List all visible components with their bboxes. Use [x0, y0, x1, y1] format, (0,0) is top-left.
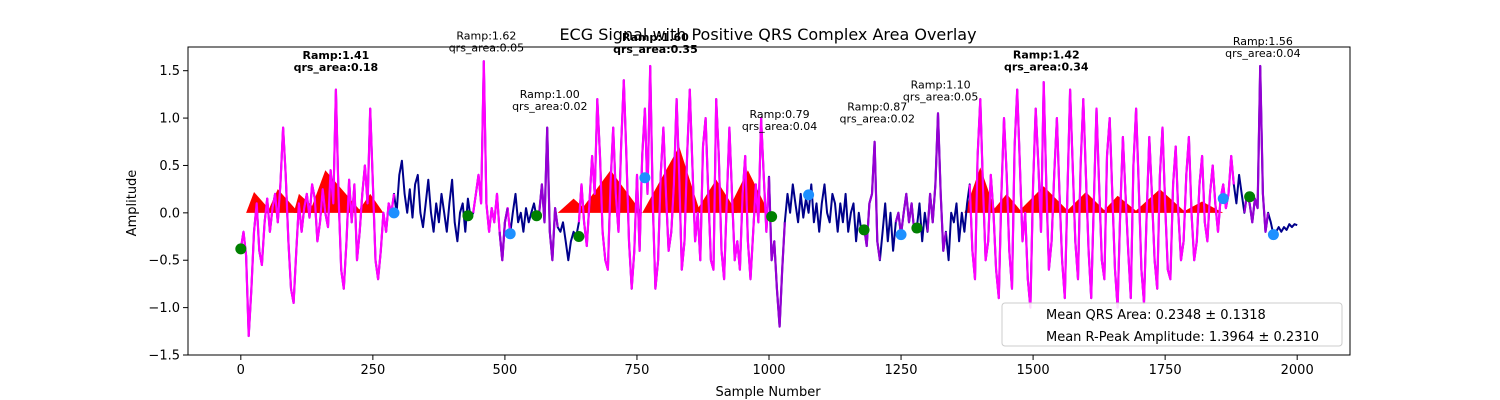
legend-entry: Mean QRS Area: 0.2348 ± 0.1318 [1046, 308, 1266, 323]
y-axis: −1.5 −1.0 −0.5 0.0 0.5 1.0 1.5 [148, 64, 188, 364]
qrs-segment-line [926, 112, 947, 252]
x-tick-label: 2000 [1281, 363, 1314, 378]
peak-annotation: Ramp:0.79 [750, 108, 810, 121]
plot-area [235, 60, 1298, 338]
x-tick-label: 1750 [1149, 363, 1182, 378]
y-tick-label: 1.5 [159, 64, 180, 79]
legend-box [1001, 302, 1343, 347]
qrs-area-fill [1017, 186, 1071, 213]
peak-annotation: qrs_area:0.02 [512, 100, 587, 113]
qrs-segment-line [1243, 64, 1270, 233]
peak-annotation: Ramp:1.56 [1233, 35, 1293, 48]
peak-annotation: qrs_area:0.05 [449, 41, 524, 54]
qrs-offset-marker [803, 189, 815, 201]
qrs-offset-marker [639, 172, 651, 184]
x-tick-label: 750 [625, 363, 650, 378]
plot-content [235, 60, 1298, 338]
peak-annotation: qrs_area:0.02 [840, 112, 915, 125]
x-axis: 0 250 500 750 1000 1250 1500 1750 2000 [237, 355, 1314, 378]
qrs-onset-marker [531, 210, 543, 222]
qrs-segment-line [239, 88, 396, 338]
peak-annotation: qrs_area:0.05 [903, 91, 978, 104]
qrs-segment-line [863, 140, 881, 261]
annotations: Ramp:1.41qrs_area:0.18Ramp:1.62qrs_area:… [294, 29, 1301, 133]
qrs-offset-marker [895, 229, 907, 241]
qrs-onset-marker [462, 210, 474, 222]
qrs-onset-marker [235, 243, 247, 255]
qrs-onset-marker [573, 231, 585, 243]
y-tick-label: 0.0 [159, 206, 180, 221]
x-axis-title: Sample Number [715, 385, 821, 400]
peak-annotation: qrs_area:0.04 [1225, 47, 1300, 60]
legend: Mean QRS Area: 0.2348 ± 0.1318 Mean R-Pe… [1001, 302, 1343, 347]
x-tick-label: 1500 [1017, 363, 1050, 378]
legend-entry: Mean R-Peak Amplitude: 1.3964 ± 0.2310 [1046, 330, 1319, 345]
peak-annotation: Ramp:0.87 [847, 100, 907, 113]
peak-annotation: Ramp:1.10 [911, 79, 971, 92]
peak-annotation: qrs_area:0.34 [1004, 60, 1089, 73]
y-tick-label: −1.0 [148, 301, 180, 316]
x-tick-label: 1250 [884, 363, 917, 378]
y-tick-label: 1.0 [159, 112, 180, 127]
y-tick-label: 0.5 [159, 159, 180, 174]
qrs-segment-line [894, 192, 918, 236]
qrs-segment-line [577, 64, 771, 290]
peak-annotation: qrs_area:0.18 [294, 61, 379, 74]
chart-title: ECG Signal with Positive QRS Complex Are… [559, 25, 976, 44]
qrs-segment-line [767, 176, 786, 328]
peak-annotation: qrs_area:0.35 [613, 43, 698, 56]
peak-annotation: Ramp:1.00 [520, 88, 580, 101]
qrs-onset-marker [858, 224, 870, 236]
qrs-offset-marker [1217, 193, 1229, 205]
peak-annotation: Ramp:1.62 [456, 29, 516, 42]
qrs-segment-line [498, 207, 509, 262]
y-axis-title: Amplitude [125, 170, 140, 237]
peak-annotation: Ramp:1.41 [303, 49, 370, 62]
y-tick-label: −0.5 [148, 254, 180, 269]
peak-annotation: Ramp:1.42 [1013, 48, 1080, 61]
x-tick-label: 250 [360, 363, 385, 378]
qrs-area-fill [964, 167, 997, 213]
qrs-onset-marker [766, 211, 778, 223]
x-tick-label: 0 [237, 363, 245, 378]
qrs-offset-marker [1267, 229, 1279, 241]
qrs-offset-marker [504, 228, 516, 240]
peak-annotation: Ramp:1.60 [622, 31, 689, 44]
qrs-segment-line [968, 80, 1235, 309]
qrs-segment-line [535, 126, 559, 262]
qrs-area-fill [557, 198, 590, 213]
qrs-area-fill [357, 193, 384, 213]
qrs-offset-marker [388, 207, 400, 219]
x-tick-label: 1000 [752, 363, 785, 378]
qrs-onset-marker [911, 222, 923, 234]
x-tick-label: 500 [492, 363, 517, 378]
qrs-area-fill [267, 189, 299, 213]
qrs-onset-marker [1244, 191, 1256, 203]
y-tick-label: −1.5 [148, 349, 180, 364]
peak-annotation: qrs_area:0.04 [742, 120, 817, 133]
